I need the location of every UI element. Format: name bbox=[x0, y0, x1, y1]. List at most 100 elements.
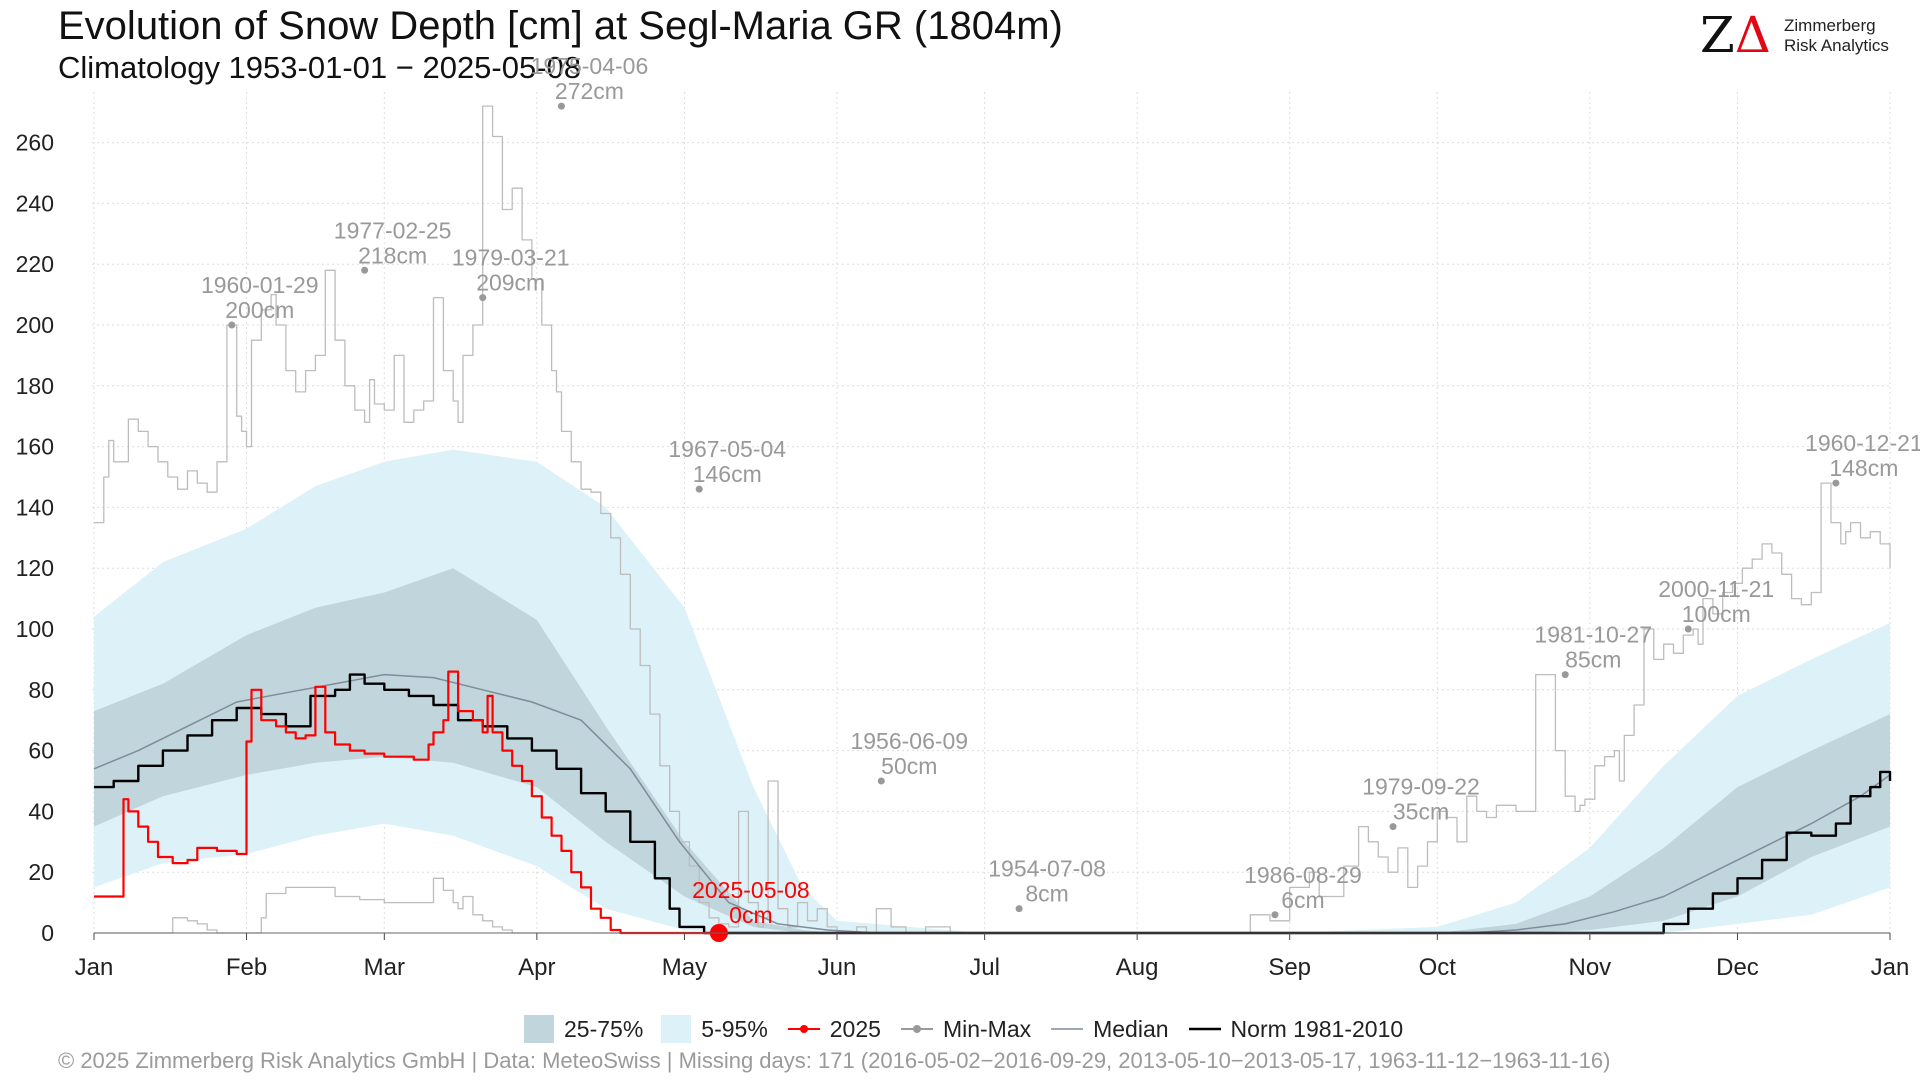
record-point bbox=[361, 266, 369, 274]
current-value-label: 0cm bbox=[729, 902, 772, 928]
x-tick-label: Jun bbox=[818, 954, 857, 981]
legend-item-median: Median bbox=[1049, 1015, 1169, 1043]
legend-item-norm: Norm 1981-2010 bbox=[1187, 1015, 1404, 1043]
band-5-95 bbox=[94, 449, 1890, 933]
x-tick-label: Dec bbox=[1716, 954, 1759, 981]
record-point bbox=[479, 294, 487, 302]
series-minmax-line bbox=[94, 105, 1891, 934]
y-tick-label: 40 bbox=[28, 798, 54, 824]
record-point bbox=[1271, 911, 1279, 919]
x-tick-label: Apr bbox=[518, 954, 555, 981]
legend-label-current: 2025 bbox=[829, 1015, 881, 1042]
y-tick-label: 220 bbox=[16, 251, 54, 277]
x-tick-label: Sep bbox=[1268, 954, 1311, 981]
record-value-label: 272cm bbox=[555, 78, 624, 104]
y-tick-label: 180 bbox=[16, 373, 54, 399]
quantile-bands bbox=[94, 449, 1890, 933]
legend-norm-icon bbox=[1188, 1027, 1221, 1031]
legend-median-icon bbox=[1051, 1028, 1084, 1030]
series-minmax-line bbox=[94, 877, 1890, 934]
series-2025-line bbox=[94, 670, 719, 935]
y-tick-label: 160 bbox=[16, 434, 54, 460]
legend-item-current: 2025 bbox=[786, 1016, 881, 1043]
x-tick-label: Jan bbox=[75, 954, 114, 981]
record-point bbox=[1561, 671, 1569, 679]
record-value-label: 50cm bbox=[881, 753, 937, 779]
record-date-label: 1954-07-08 bbox=[988, 856, 1106, 882]
record-point bbox=[557, 102, 565, 110]
y-tick-label: 120 bbox=[16, 555, 54, 581]
record-date-label: 1975-04-06 bbox=[531, 53, 649, 79]
x-tick-label: Aug bbox=[1116, 954, 1159, 981]
record-date-label: 1981-10-27 bbox=[1534, 622, 1652, 648]
footer-credit: © 2025 Zimmerberg Risk Analytics GmbH | … bbox=[58, 1048, 1611, 1073]
record-date-label: 1956-06-09 bbox=[850, 728, 968, 754]
y-tick-label: 60 bbox=[28, 738, 54, 764]
chart-legend: 25-75% 5-95% 2025 Min-Max Median Norm 19… bbox=[524, 1013, 1421, 1045]
y-tick-label: 200 bbox=[16, 312, 54, 338]
record-date-label: 1977-02-25 bbox=[334, 217, 452, 243]
record-date-label: 1960-12-21 bbox=[1805, 430, 1920, 456]
record-point bbox=[228, 321, 236, 329]
y-tick-label: 20 bbox=[28, 859, 54, 885]
x-tick-label: Mar bbox=[364, 954, 405, 981]
record-date-label: 1979-09-22 bbox=[1362, 774, 1480, 800]
x-tick-label: Feb bbox=[226, 954, 267, 981]
legend-label-median: Median bbox=[1093, 1015, 1169, 1042]
y-tick-label: 100 bbox=[16, 616, 54, 642]
logo-text: Zimmerberg Risk Analytics bbox=[1784, 16, 1889, 56]
logo-line-1: Zimmerberg bbox=[1784, 16, 1876, 35]
legend-item-minmax: Min-Max bbox=[899, 1016, 1031, 1043]
axis-labels: 0 20 40 60 80 100 120 140 160 180 200 220 240 260 Jan F… bbox=[16, 130, 1910, 981]
logo-mark-icon: ZΔ bbox=[1700, 6, 1771, 64]
legend-swatch-25-75 bbox=[524, 1015, 554, 1043]
record-point bbox=[1684, 625, 1692, 633]
y-tick-label: 80 bbox=[28, 677, 54, 703]
record-value-label: 100cm bbox=[1682, 601, 1751, 627]
record-point bbox=[1015, 905, 1023, 913]
legend-current-icon bbox=[787, 1025, 820, 1033]
record-value-label: 146cm bbox=[693, 461, 762, 487]
band-25-75 bbox=[94, 568, 1890, 933]
y-tick-label: 140 bbox=[16, 494, 54, 520]
y-tick-label: 240 bbox=[16, 190, 54, 216]
legend-label-5-95: 5-95% bbox=[701, 1015, 768, 1042]
y-tick-label: 260 bbox=[16, 130, 54, 156]
record-point bbox=[877, 777, 885, 785]
record-date-label: 1979-03-21 bbox=[452, 245, 570, 271]
record-date-label: 1960-01-29 bbox=[201, 272, 319, 298]
record-value-label: 85cm bbox=[1565, 647, 1621, 673]
legend-label-minmax: Min-Max bbox=[942, 1015, 1032, 1042]
legend-label-25-75: 25-75% bbox=[564, 1015, 644, 1042]
record-date-label: 1967-05-04 bbox=[668, 436, 786, 462]
record-value-label: 209cm bbox=[476, 270, 545, 296]
x-tick-label: Nov bbox=[1569, 954, 1612, 981]
legend-item-25-75: 25-75% bbox=[524, 1015, 643, 1043]
record-value-label: 200cm bbox=[225, 297, 294, 323]
chart-subtitle: Climatology 1953-01-01 − 2025-05-08 bbox=[58, 50, 582, 85]
x-tick-label: Jul bbox=[969, 954, 1000, 981]
record-date-label: 1986-08-29 bbox=[1244, 862, 1362, 888]
record-point bbox=[695, 485, 703, 493]
x-tick-label: May bbox=[662, 954, 707, 981]
legend-item-5-95: 5-95% bbox=[661, 1015, 768, 1043]
record-value-label: 8cm bbox=[1025, 881, 1068, 907]
legend-minmax-icon bbox=[900, 1025, 933, 1033]
x-tick-label: Oct bbox=[1419, 954, 1457, 981]
y-tick-label: 0 bbox=[41, 920, 54, 946]
record-point bbox=[1832, 479, 1840, 487]
current-date-label: 2025-05-08 bbox=[692, 877, 810, 903]
record-point bbox=[1389, 823, 1397, 831]
legend-label-norm: Norm 1981-2010 bbox=[1230, 1015, 1404, 1042]
record-date-label: 2000-11-21 bbox=[1658, 576, 1774, 602]
company-logo: ZΔ Zimmerberg Risk Analytics bbox=[1700, 10, 1900, 60]
legend-swatch-5-95 bbox=[661, 1015, 692, 1043]
record-value-label: 6cm bbox=[1281, 887, 1324, 913]
series-median-line bbox=[93, 673, 1891, 934]
series-lines bbox=[93, 105, 1892, 935]
record-value-label: 218cm bbox=[358, 242, 427, 268]
logo-line-2: Risk Analytics bbox=[1784, 36, 1889, 55]
record-value-label: 35cm bbox=[1393, 799, 1449, 825]
